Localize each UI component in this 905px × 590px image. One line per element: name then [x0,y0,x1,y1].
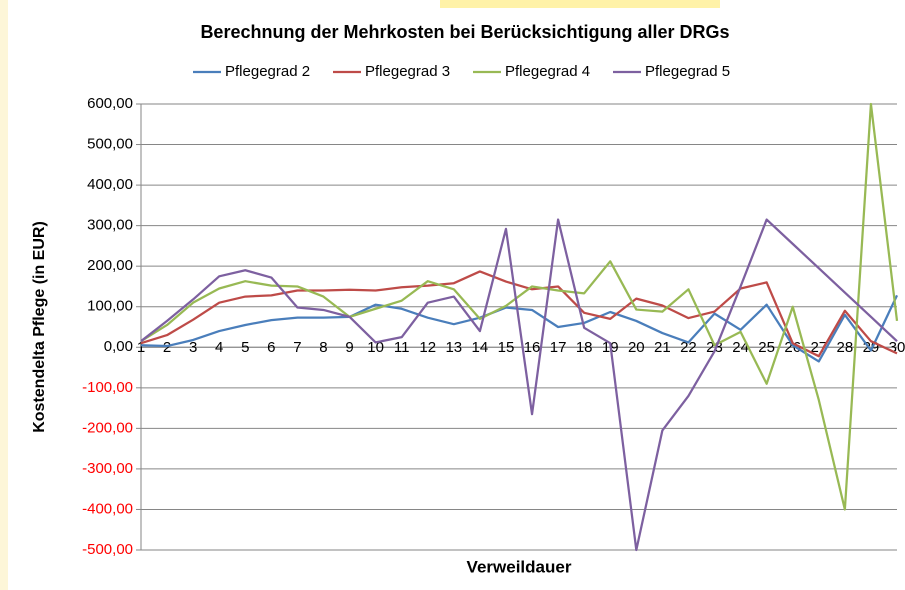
y-tick-label: -100,00 [82,379,133,396]
y-tick-label: -400,00 [82,500,133,517]
series-line [140,102,899,511]
x-tick-label: 18 [576,339,593,356]
x-tick-label: 28 [837,339,854,356]
y-tick-label: 200,00 [87,257,133,274]
y-tick-label: 300,00 [87,217,133,234]
x-tick-label: 9 [345,339,353,356]
legend-label: Pflegegrad 4 [505,63,590,80]
x-tick-label: 10 [367,339,384,356]
x-tick-label: 17 [550,339,567,356]
x-tick-label: 7 [293,339,301,356]
x-tick-label: 26 [784,339,801,356]
legend-label: Pflegegrad 2 [225,63,310,80]
legend-label: Pflegegrad 3 [365,63,450,80]
y-tick-label: 500,00 [87,136,133,153]
x-axis-title: Verweildauer [467,557,572,576]
x-tick-label: 6 [267,339,275,356]
x-tick-label: 11 [394,339,410,356]
x-tick-label: 2 [163,339,171,356]
x-tick-label: 15 [498,339,515,356]
side-strip [0,0,8,590]
y-axis-title: Kostendelta Pflege (in EUR) [31,221,48,433]
x-tick-label: 16 [524,339,541,356]
chart-title: Berechnung der Mehrkosten bei Berücksich… [200,22,729,42]
x-tick-label: 8 [319,339,327,356]
x-tick-label: 25 [758,339,775,356]
series-line [140,270,898,358]
x-tick-label: 12 [419,339,436,356]
y-tick-label: -300,00 [82,460,133,477]
x-tick-label: 3 [189,339,197,356]
x-tick-label: 4 [215,339,223,356]
x-tick-label: 21 [654,339,671,356]
x-tick-label: 22 [680,339,697,356]
x-tick-label: 24 [732,339,749,356]
legend-label: Pflegegrad 5 [645,63,730,80]
x-tick-label: 1 [137,339,145,356]
y-tick-label: 100,00 [87,298,133,315]
series-line [140,218,898,552]
x-tick-label: 20 [628,339,645,356]
y-tick-label: 600,00 [87,95,133,112]
y-tick-label: -200,00 [82,419,133,436]
y-tick-label: 0,00 [104,338,133,355]
y-tick-label: 400,00 [87,176,133,193]
top-strip [440,0,720,8]
y-tick-label: -500,00 [82,541,133,558]
x-tick-label: 14 [472,339,489,356]
x-tick-label: 5 [241,339,249,356]
x-tick-label: 13 [445,339,462,356]
series-line [140,294,899,363]
